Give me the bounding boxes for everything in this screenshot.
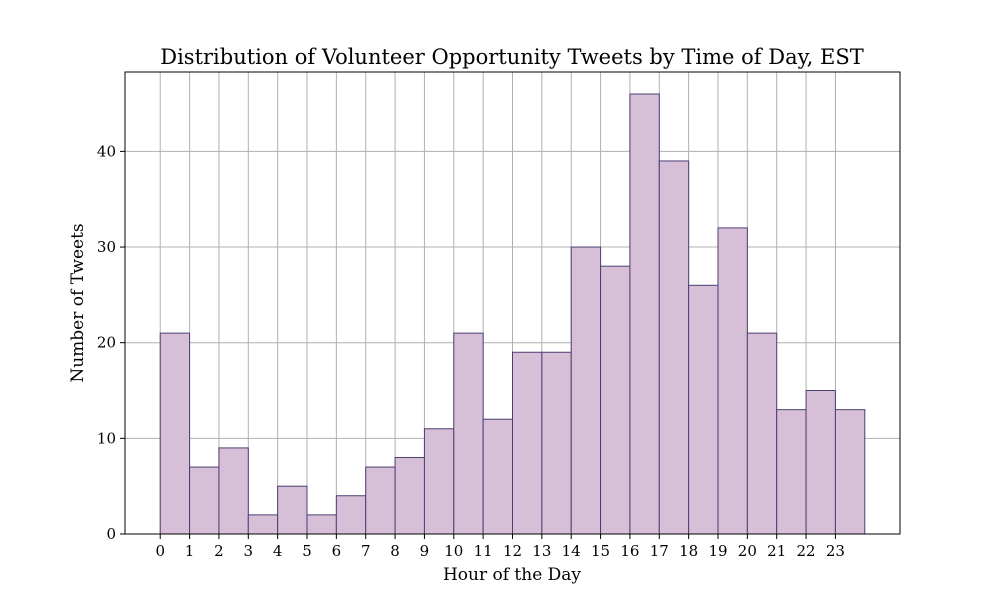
bar-hour-4 xyxy=(277,485,308,535)
x-tick-label: 2 xyxy=(214,542,224,560)
bar-hour-21 xyxy=(776,409,807,535)
x-tick-label: 23 xyxy=(826,542,845,560)
bar-hour-14 xyxy=(570,246,602,535)
x-tick-label: 6 xyxy=(332,542,342,560)
y-tick-label: 40 xyxy=(97,142,116,160)
bar-hour-5 xyxy=(306,514,337,535)
y-tick-label: 10 xyxy=(97,429,116,447)
chart-title: Distribution of Volunteer Opportunity Tw… xyxy=(160,45,864,69)
x-tick-label: 7 xyxy=(361,542,371,560)
y-axis-label: Number of Tweets xyxy=(68,223,88,382)
bar-hour-16 xyxy=(629,93,660,535)
bar-hour-15 xyxy=(600,265,631,535)
bar-hour-22 xyxy=(805,390,836,535)
x-tick-label: 18 xyxy=(679,542,698,560)
x-tick-label: 4 xyxy=(273,542,283,560)
bar-hour-12 xyxy=(512,351,543,535)
x-axis-ticks: 0 1 2 3 4 5 6 7 8 9 10 11 12 13 14 15 16 17 18 19 20 21 22 23 xyxy=(155,534,845,560)
bar-hour-10 xyxy=(453,332,484,535)
y-axis-ticks: 0 10 20 30 40 xyxy=(97,142,125,543)
x-tick-label: 9 xyxy=(420,542,430,560)
y-tick-label: 30 xyxy=(97,238,116,256)
bar-hour-17 xyxy=(658,160,690,535)
x-tick-label: 11 xyxy=(474,542,493,560)
x-tick-label: 1 xyxy=(185,542,195,560)
bar-hour-23 xyxy=(834,409,866,535)
x-tick-label: 8 xyxy=(390,542,400,560)
y-tick-label: 20 xyxy=(97,334,116,352)
bar-hour-0 xyxy=(159,332,191,535)
x-tick-label: 15 xyxy=(591,542,610,560)
bar-hour-18 xyxy=(688,284,719,535)
x-axis-label: Hour of the Day xyxy=(443,565,581,585)
bar-hour-7 xyxy=(365,466,396,535)
bar-hour-19 xyxy=(717,227,748,535)
x-tick-label: 22 xyxy=(797,542,816,560)
x-tick-label: 3 xyxy=(244,542,254,560)
bar-hour-2 xyxy=(218,447,249,535)
x-tick-label: 10 xyxy=(444,542,463,560)
x-tick-label: 0 xyxy=(155,542,165,560)
bar-hour-8 xyxy=(394,456,425,535)
bar-hour-3 xyxy=(247,514,279,535)
x-tick-label: 20 xyxy=(738,542,757,560)
x-tick-label: 19 xyxy=(708,542,727,560)
bar-hour-6 xyxy=(335,495,367,535)
y-tick-label: 0 xyxy=(106,525,116,543)
x-tick-label: 16 xyxy=(620,542,639,560)
x-tick-label: 13 xyxy=(532,542,551,560)
bar-hour-9 xyxy=(423,428,455,535)
x-tick-label: 5 xyxy=(302,542,312,560)
x-tick-label: 14 xyxy=(562,542,581,560)
x-tick-label: 21 xyxy=(767,542,786,560)
bar-hour-20 xyxy=(746,332,778,535)
x-tick-label: 12 xyxy=(503,542,522,560)
bar-hour-1 xyxy=(189,466,220,535)
bar-hour-11 xyxy=(482,418,514,535)
bar-hour-13 xyxy=(541,351,572,535)
bars xyxy=(159,93,866,535)
x-tick-label: 17 xyxy=(650,542,669,560)
